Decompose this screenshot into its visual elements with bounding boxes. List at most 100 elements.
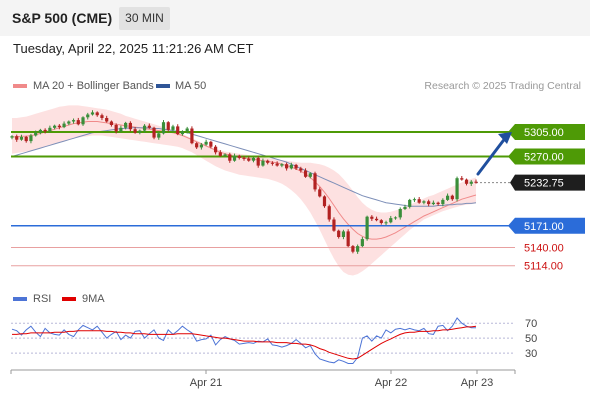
- x-tick-label-Apr-23: Apr 23: [461, 377, 493, 389]
- candle-body: [389, 218, 393, 223]
- candle-body: [86, 114, 90, 118]
- candle-body: [299, 168, 303, 171]
- candle-body: [370, 216, 374, 219]
- timeframe-button[interactable]: 30 MIN: [119, 7, 170, 30]
- level-tag-5305.00: [508, 124, 585, 140]
- candle-body: [180, 131, 185, 135]
- candle-body: [232, 155, 237, 161]
- candle-body: [318, 189, 322, 197]
- candle-body: [356, 246, 360, 252]
- candle-body: [213, 146, 218, 153]
- candle-body: [43, 129, 47, 132]
- bollinger-legend-label: MA 20 + Bollinger Bands: [33, 80, 154, 92]
- candle-body: [114, 125, 118, 132]
- candle-body: [161, 122, 166, 134]
- candle-body: [228, 154, 232, 161]
- candle-body: [351, 246, 355, 252]
- x-tick-label-Apr-22: Apr 22: [375, 377, 407, 389]
- rsi-ma-legend-label: 9MA: [82, 293, 105, 305]
- candle-body: [275, 163, 279, 166]
- candle-body: [119, 127, 123, 132]
- candle-body: [256, 157, 260, 166]
- candle-body: [460, 178, 464, 180]
- candle-body: [237, 155, 241, 158]
- candle-body: [337, 230, 341, 237]
- candle-body: [171, 126, 175, 130]
- candle-body: [417, 199, 421, 203]
- candle-body: [166, 122, 170, 130]
- candle-body: [393, 217, 398, 219]
- candle-body: [308, 173, 312, 177]
- candle-body: [199, 144, 203, 148]
- candle-body: [469, 181, 473, 184]
- candle-body: [176, 126, 180, 135]
- candle-body: [24, 136, 28, 142]
- candle-body: [76, 120, 80, 125]
- candle-body: [29, 135, 33, 142]
- ma50-legend-swatch: [156, 84, 170, 88]
- candle-body: [332, 219, 336, 231]
- candle-body: [95, 112, 99, 116]
- candle-body: [109, 121, 114, 125]
- candle-body: [57, 125, 61, 128]
- candle-body: [53, 125, 57, 128]
- candle-body: [185, 128, 189, 132]
- candle-body: [195, 143, 199, 148]
- candle-body: [34, 132, 38, 136]
- candle-body: [38, 129, 43, 133]
- rsi-tick-30: 30: [525, 348, 537, 360]
- candle-body: [313, 173, 317, 190]
- level-label-5114.00: 5114.00: [524, 261, 563, 273]
- candle-body: [374, 218, 379, 221]
- candle-body: [285, 164, 289, 169]
- candle-body: [422, 201, 426, 203]
- candle-body: [100, 115, 104, 118]
- copyright-notice: Research © 2025 Trading Central: [424, 80, 581, 92]
- candle-body: [133, 129, 137, 133]
- forecast-arrow-line: [476, 135, 508, 176]
- rsi-line: [11, 317, 476, 364]
- candle-body: [294, 164, 298, 169]
- candle-body: [251, 157, 256, 161]
- candle-body: [48, 127, 52, 132]
- candle-body: [270, 162, 275, 164]
- rsi-tick-70: 70: [525, 318, 537, 330]
- candle-body: [408, 199, 412, 207]
- chart-header: S&P 500 (CME) 30 MIN: [0, 0, 590, 36]
- candle-body: [190, 128, 194, 144]
- candle-body: [365, 216, 369, 240]
- candle-body: [341, 231, 346, 237]
- candle-body: [280, 164, 284, 166]
- candle-body: [242, 157, 246, 159]
- candle-body: [128, 122, 132, 130]
- candle-body: [474, 181, 478, 183]
- rsi-ma-line: [12, 325, 477, 360]
- rsi-legend-swatch: [13, 297, 27, 301]
- candle-body: [10, 136, 14, 138]
- bollinger-legend-swatch: [13, 84, 27, 88]
- candle-body: [81, 117, 85, 125]
- candle-body: [266, 160, 270, 163]
- candle-body: [398, 209, 402, 218]
- candle-body: [427, 201, 431, 205]
- candle-body: [360, 239, 364, 247]
- level-label-5140.00: 5140.00: [524, 243, 564, 255]
- ma50-line: [11, 127, 477, 207]
- rsi-ma-legend-swatch: [62, 297, 76, 301]
- level-label-5305.00: 5305.00: [524, 127, 564, 139]
- instrument-title: S&P 500 (CME): [12, 10, 113, 26]
- candle-body: [142, 125, 147, 131]
- level-label-5171.00: 5171.00: [524, 221, 564, 233]
- candle-body: [124, 122, 128, 128]
- candle-body: [62, 123, 66, 128]
- candle-body: [445, 195, 450, 200]
- candle-body: [431, 202, 435, 205]
- level-label-5270.00: 5270.00: [524, 152, 564, 164]
- candle-body: [67, 121, 71, 124]
- rsi-tick-50: 50: [525, 333, 537, 345]
- candle-body: [327, 206, 331, 220]
- candle-body: [15, 136, 19, 140]
- candle-body: [223, 154, 227, 156]
- candle-body: [209, 141, 213, 147]
